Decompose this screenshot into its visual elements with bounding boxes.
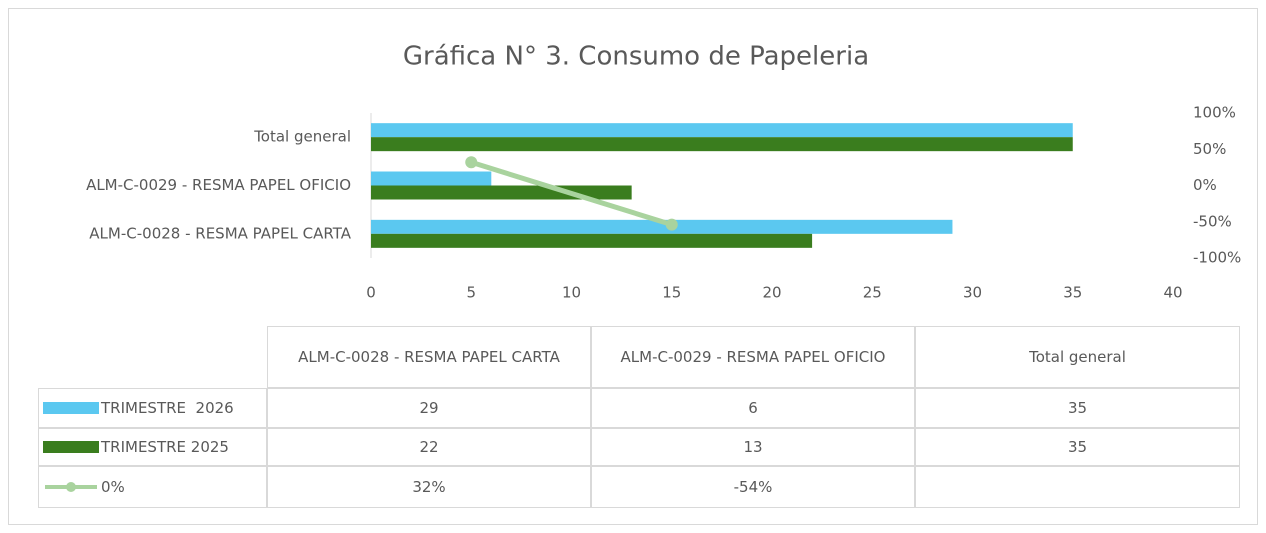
y-tick-label: ALM-C-0028 - RESMA PAPEL CARTA [89, 224, 351, 242]
cell-text: TRIMESTRE 2025 [101, 438, 229, 456]
data-cell: 22 [267, 428, 591, 466]
y2-tick-label: -50% [1193, 212, 1232, 230]
cell-text: 6 [748, 399, 758, 417]
data-cell: 35 [915, 388, 1240, 428]
cell-text: -54% [733, 478, 773, 496]
bar [371, 137, 1073, 152]
x-tick-label: 5 [466, 284, 476, 302]
cell-text: TRIMESTRE 2026 [101, 399, 234, 417]
cell-text: 35 [1067, 399, 1088, 417]
x-tick-label: 30 [963, 284, 982, 302]
cell-text: ALM-C-0028 - RESMA PAPEL CARTA [298, 348, 560, 366]
y-tick-label: ALM-C-0029 - RESMA PAPEL OFICIO [86, 176, 351, 194]
cell-text: 22 [419, 438, 439, 456]
cell-text: 29 [419, 399, 439, 417]
column-header: ALM-C-0028 - RESMA PAPEL CARTA [267, 326, 591, 388]
bar [371, 123, 1073, 138]
x-tick-label: 25 [863, 284, 882, 302]
data-cell: 13 [591, 428, 915, 466]
cell-text: 13 [743, 438, 763, 456]
data-cell: 29 [267, 388, 591, 428]
cell-text: 0% [101, 478, 125, 496]
data-cell: 6 [591, 388, 915, 428]
bar [371, 185, 632, 200]
bar [371, 171, 492, 186]
y2-tick-label: 0% [1193, 176, 1217, 194]
data-cell: -54% [591, 466, 915, 508]
bar [371, 219, 953, 234]
y2-tick-label: -100% [1193, 249, 1241, 267]
x-tick-label: 10 [562, 284, 581, 302]
line-series [470, 159, 673, 228]
column-header: ALM-C-0029 - RESMA PAPEL OFICIO [591, 326, 915, 388]
y-tick-label: Total general [253, 128, 351, 146]
line-point [465, 156, 478, 169]
x-tick-label: 20 [762, 284, 781, 302]
legend-entry: TRIMESTRE 2026 [38, 388, 267, 428]
chart-title: Gráfica N° 3. Consumo de Papeleria [403, 42, 869, 72]
data-cell: 32% [267, 466, 591, 508]
legend-entry: 0% [38, 466, 267, 508]
bar [371, 233, 813, 248]
y2-tick-label: 50% [1193, 140, 1226, 158]
x-tick-label: 0 [366, 284, 376, 302]
x-tick-label: 15 [662, 284, 681, 302]
legend-swatch [43, 441, 99, 453]
data-cell [915, 466, 1240, 508]
cell-text: Total general [1029, 348, 1126, 366]
chart-frame [8, 8, 1258, 525]
x-tick-label: 35 [1063, 284, 1082, 302]
cell-text: ALM-C-0029 - RESMA PAPEL OFICIO [620, 348, 886, 366]
y2-tick-label: 100% [1193, 104, 1236, 122]
legend-entry: TRIMESTRE 2025 [38, 428, 267, 466]
legend-swatch [43, 402, 99, 414]
cell-text: 35 [1067, 438, 1088, 456]
line-point [665, 218, 678, 231]
legend-swatch [45, 482, 97, 492]
x-tick-label: 40 [1163, 284, 1182, 302]
column-header: Total general [915, 326, 1240, 388]
data-cell: 35 [915, 428, 1240, 466]
cell-text: 32% [412, 478, 446, 496]
